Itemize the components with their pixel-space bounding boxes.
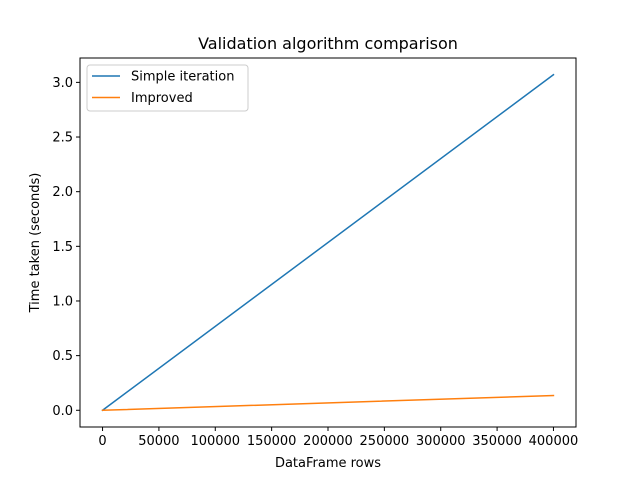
y-tick-label: 2.5 xyxy=(52,131,73,146)
y-tick-label: 2.0 xyxy=(52,185,73,200)
series-line-1 xyxy=(101,73,555,412)
chart-title: Validation algorithm comparison xyxy=(198,34,458,53)
x-axis: 0 50000 100000 150000 200000 250000 300000 3500… xyxy=(98,427,578,449)
x-tick-label: 100000 xyxy=(190,434,240,449)
y-axis: 0.0 0.5 1.0 1.5 2.0 2.5 3.0 xyxy=(52,76,80,419)
y-axis-label: Time taken (seconds) xyxy=(28,173,43,314)
plot-area xyxy=(101,73,555,412)
series-line-2 xyxy=(101,394,555,412)
y-tick-label: 3.0 xyxy=(52,76,73,91)
y-tick-label: 0.0 xyxy=(52,404,73,419)
x-tick-label: 300000 xyxy=(416,434,466,449)
x-tick-label: 50000 xyxy=(138,434,179,449)
legend-label-2: Improved xyxy=(131,91,193,106)
legend: Simple iteration Improved xyxy=(86,64,249,112)
legend-box xyxy=(86,64,249,112)
x-tick-label: 250000 xyxy=(360,434,410,449)
y-tick-label: 0.5 xyxy=(52,349,73,364)
x-tick-label: 200000 xyxy=(303,434,353,449)
x-tick-label: 400000 xyxy=(529,434,579,449)
x-tick-label: 0 xyxy=(98,434,106,449)
x-axis-label: DataFrame rows xyxy=(275,456,381,471)
legend-label-1: Simple iteration xyxy=(131,70,234,85)
y-tick-label: 1.5 xyxy=(52,240,73,255)
x-tick-label: 150000 xyxy=(247,434,297,449)
y-tick-label: 1.0 xyxy=(52,294,73,309)
x-tick-label: 350000 xyxy=(472,434,522,449)
